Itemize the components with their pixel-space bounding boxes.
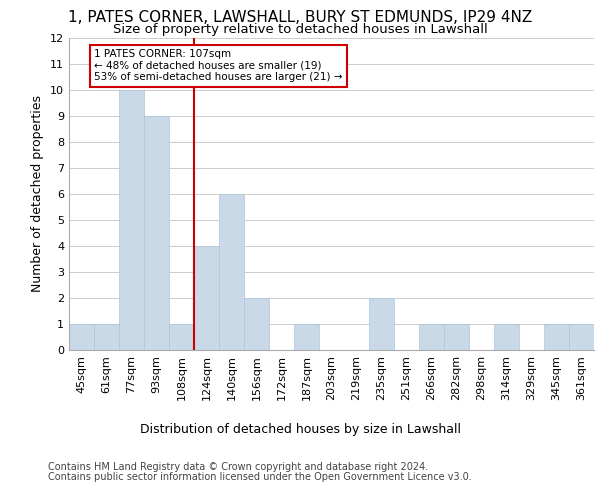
Bar [194, 246, 219, 350]
Bar [419, 324, 444, 350]
Bar [94, 324, 119, 350]
Bar [144, 116, 169, 350]
Bar [444, 324, 469, 350]
Text: 1, PATES CORNER, LAWSHALL, BURY ST EDMUNDS, IP29 4NZ: 1, PATES CORNER, LAWSHALL, BURY ST EDMUN… [68, 10, 532, 25]
Bar [494, 324, 519, 350]
Bar [119, 90, 144, 350]
Bar [244, 298, 269, 350]
Y-axis label: Number of detached properties: Number of detached properties [31, 95, 44, 292]
Bar [294, 324, 319, 350]
Bar [369, 298, 394, 350]
Bar [169, 324, 194, 350]
Text: Contains public sector information licensed under the Open Government Licence v3: Contains public sector information licen… [48, 472, 472, 482]
Text: 1 PATES CORNER: 107sqm
← 48% of detached houses are smaller (19)
53% of semi-det: 1 PATES CORNER: 107sqm ← 48% of detached… [94, 49, 343, 82]
Bar [219, 194, 244, 350]
Bar [69, 324, 94, 350]
Text: Distribution of detached houses by size in Lawshall: Distribution of detached houses by size … [139, 422, 461, 436]
Text: Size of property relative to detached houses in Lawshall: Size of property relative to detached ho… [113, 22, 487, 36]
Bar [544, 324, 569, 350]
Bar [569, 324, 594, 350]
Text: Contains HM Land Registry data © Crown copyright and database right 2024.: Contains HM Land Registry data © Crown c… [48, 462, 428, 472]
